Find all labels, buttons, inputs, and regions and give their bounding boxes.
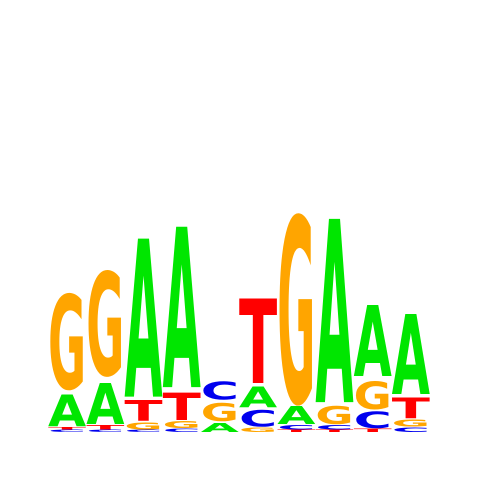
letter-t-col8: T [315, 429, 353, 433]
letter-t-col6: T [239, 275, 277, 411]
letter-c-col2: C [86, 429, 124, 433]
letter-c-col4: C [163, 428, 201, 433]
letter-g-col5: G [201, 398, 239, 428]
logo-column-5: AGC [201, 376, 239, 435]
letter-a-col10: A [392, 293, 430, 421]
letter-g-col3: G [124, 421, 162, 432]
letter-a-col7: A [277, 401, 316, 430]
letter-t-col4: T [163, 386, 202, 429]
letter-g-col7: G [277, 167, 315, 463]
letter-g-col8: G [315, 400, 353, 430]
letter-t-col10: T [392, 393, 431, 426]
letter-c-col6: C [239, 407, 277, 432]
letter-t-col9: T [354, 428, 392, 433]
letter-a-col1: A [48, 387, 86, 438]
letter-t-col7: T [277, 429, 315, 433]
letter-c-col7: C [277, 424, 315, 431]
letter-c-col10: C [392, 426, 430, 433]
letter-t-col2: T [86, 424, 124, 431]
letter-a-col3: A [124, 197, 162, 449]
letter-g-col1: G [48, 269, 86, 419]
letter-c-col5: C [201, 376, 239, 406]
letter-a-col5: A [201, 421, 239, 435]
letter-c-col9: C [354, 408, 392, 433]
letter-a-col8: A [315, 169, 353, 462]
letter-g-col6: G [239, 426, 277, 433]
letter-c-col1: C [48, 429, 86, 433]
letter-t-col3: T [124, 396, 163, 429]
letter-c-col3: C [124, 429, 162, 433]
letter-g-col4: G [163, 419, 201, 430]
letter-a-col6: A [239, 382, 277, 414]
letter-g-col2: G [86, 243, 124, 408]
letter-a-col4: A [163, 183, 201, 440]
letter-g-col9: G [354, 374, 392, 418]
letter-c-col8: C [315, 424, 353, 431]
letter-a-col9: A [354, 287, 392, 401]
letter-g-col10: G [392, 418, 430, 429]
letter-a-col2: A [86, 372, 124, 438]
letter-t-col1: T [48, 426, 86, 430]
